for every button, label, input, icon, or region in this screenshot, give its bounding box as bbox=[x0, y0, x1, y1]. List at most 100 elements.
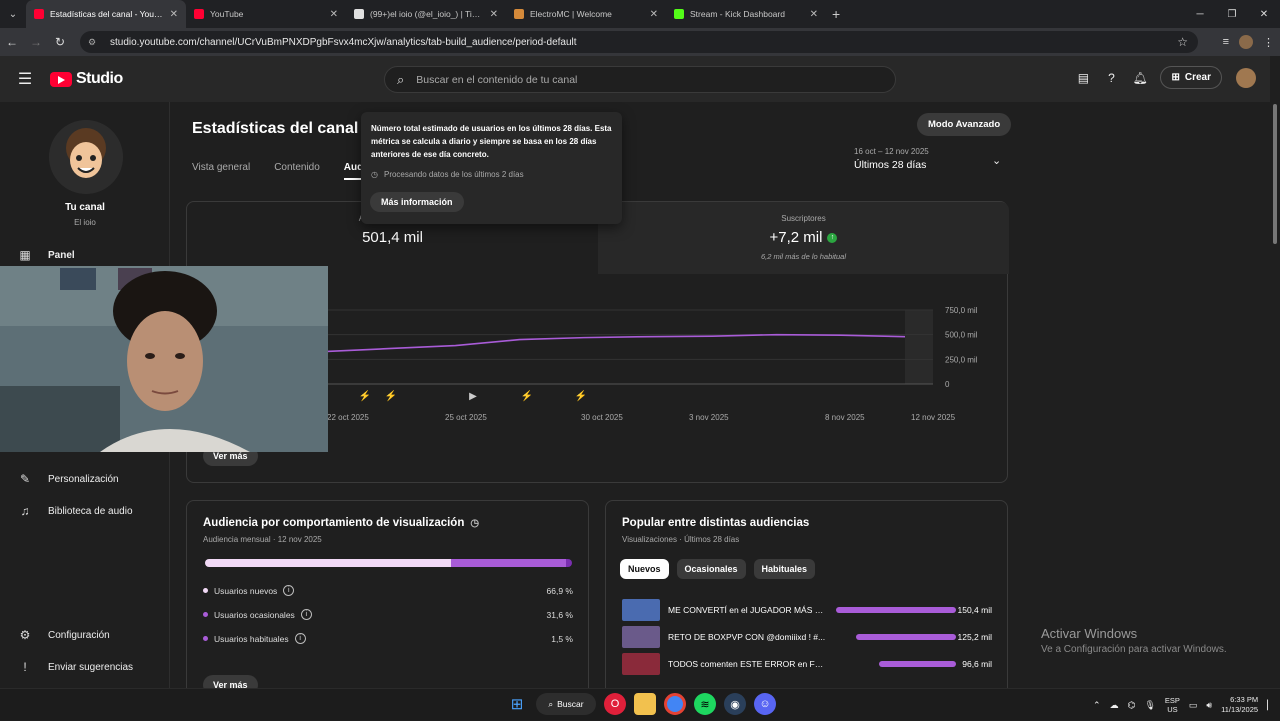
chevron-up-icon[interactable]: ⌃ bbox=[1093, 699, 1101, 710]
chrome-icon[interactable] bbox=[664, 693, 686, 715]
windows-activation-watermark: Activar Windows Ve a Configuración para … bbox=[1041, 626, 1227, 655]
y-tick-label: 250,0 mil bbox=[945, 355, 978, 364]
restore-icon[interactable]: ❐ bbox=[1227, 8, 1237, 20]
info-icon[interactable]: i bbox=[283, 585, 295, 596]
tooltip-status: ◷ Procesando datos de los últimos 2 días bbox=[371, 170, 612, 179]
microphone-icon[interactable]: 🎙︎ bbox=[1144, 699, 1156, 710]
period-selector[interactable]: 16 oct – 12 nov 2025 Últimos 28 días bbox=[854, 147, 929, 171]
reading-list-icon[interactable]: ≡ bbox=[1222, 36, 1229, 48]
profile-avatar[interactable] bbox=[1239, 35, 1253, 49]
network-icon[interactable]: ⌬ bbox=[1127, 699, 1136, 710]
short-marker-icon: ⚡ bbox=[359, 389, 371, 402]
tooltip-status-text: Procesando datos de los últimos 2 días bbox=[383, 170, 524, 179]
close-window-icon[interactable]: ✕ bbox=[1259, 8, 1269, 20]
taskbar-search[interactable]: ⌕ Buscar bbox=[536, 693, 596, 715]
steam-icon[interactable]: ◉ bbox=[724, 693, 746, 715]
video-bar-track bbox=[836, 607, 956, 613]
video-thumbnail bbox=[622, 653, 660, 675]
help-icon[interactable]: ? bbox=[1108, 70, 1115, 85]
popular-audiences-card: Popular entre distintas audiencias Visua… bbox=[605, 500, 1008, 700]
metric-subscribers[interactable]: Suscriptores +7,2 mil ↑ 6,2 mil más de l… bbox=[598, 202, 1009, 274]
account-avatar[interactable] bbox=[1236, 67, 1256, 88]
discord-icon[interactable]: ☺ bbox=[754, 693, 776, 715]
tab-overview[interactable]: Vista general bbox=[192, 162, 251, 173]
legend-pct: 66,9 % bbox=[546, 585, 573, 596]
metric-note: 6,2 mil más de lo habitual bbox=[760, 252, 847, 261]
opera-icon[interactable]: O bbox=[604, 693, 626, 715]
sidebar-item-audio-library[interactable]: ♫ Biblioteca de audio bbox=[18, 504, 133, 518]
studio-logo[interactable]: Studio bbox=[50, 70, 123, 88]
wand-icon: ✎ bbox=[19, 472, 31, 486]
info-icon[interactable]: i bbox=[300, 609, 312, 620]
scrollbar-thumb[interactable] bbox=[1273, 104, 1277, 244]
close-tab-icon[interactable]: ✕ bbox=[809, 8, 818, 20]
subtitles-icon[interactable]: ▤ bbox=[1077, 70, 1090, 85]
system-tray: ⌃ ☁ ⌬ 🎙︎ ESP US ▭ 🔊︎ 6:33 PM 11/13/2025 … bbox=[1093, 689, 1274, 721]
chip-habituales[interactable]: Habituales bbox=[753, 559, 816, 579]
more-info-button[interactable]: Más información bbox=[370, 192, 464, 212]
chip-ocasionales[interactable]: Ocasionales bbox=[676, 559, 746, 579]
page-scrollbar[interactable] bbox=[1270, 102, 1280, 688]
metric-value: 501,4 mil bbox=[362, 229, 423, 246]
search-icon[interactable]: ⌕ bbox=[397, 71, 405, 87]
forward-icon[interactable]: → bbox=[30, 35, 42, 49]
sidebar-item-settings[interactable]: ⚙ Configuración bbox=[18, 628, 110, 642]
clock-icon: ◷ bbox=[371, 170, 378, 179]
sidebar-item-panel[interactable]: ▦ Panel bbox=[18, 248, 74, 262]
spotify-icon[interactable]: ≋ bbox=[694, 693, 716, 715]
address-bar[interactable]: ⚙ studio.youtube.com/channel/UCrVuBmPNXD… bbox=[80, 31, 1198, 53]
taskbar-clock[interactable]: 6:33 PM 11/13/2025 bbox=[1221, 695, 1258, 715]
file-explorer-icon[interactable] bbox=[634, 693, 656, 715]
trend-up-icon: ↑ bbox=[827, 232, 838, 243]
menu-icon[interactable]: ☰ bbox=[17, 71, 33, 88]
url-text: studio.youtube.com/channel/UCrVuBmPNXDPg… bbox=[110, 36, 577, 48]
close-tab-icon[interactable]: ✕ bbox=[329, 8, 338, 20]
sidebar-item-label: Personalización bbox=[48, 473, 119, 485]
browser-tab-kick[interactable]: Stream - Kick Dashboard ✕ bbox=[666, 0, 826, 28]
browser-tab-studio[interactable]: Estadísticas del canal - YouTube Studio … bbox=[26, 0, 186, 28]
new-tab-icon[interactable]: + bbox=[832, 6, 841, 22]
video-row[interactable]: RETO DE BOXPVP CON @domiiixd ! #... 125,… bbox=[622, 626, 992, 648]
browser-tab-electromc[interactable]: ElectroMC | Welcome ✕ bbox=[506, 0, 666, 28]
info-icon[interactable]: i bbox=[294, 633, 306, 644]
search-input[interactable] bbox=[416, 73, 857, 86]
search-icon: ⌕ bbox=[548, 698, 554, 709]
browser-tab-youtube[interactable]: YouTube ✕ bbox=[186, 0, 346, 28]
more-menu-icon[interactable]: ⋮ bbox=[1263, 36, 1274, 49]
metric-value-wrap: +7,2 mil ↑ bbox=[770, 229, 838, 246]
sidebar-item-feedback[interactable]: ! Enviar sugerencias bbox=[18, 660, 133, 674]
display-icon[interactable]: ▭ bbox=[1188, 699, 1198, 710]
advanced-mode-button[interactable]: Modo Avanzado bbox=[917, 113, 1012, 136]
browser-tab-tiktok[interactable]: (99+)el ioio (@el_ioio_) | TikTok ✕ bbox=[346, 0, 506, 28]
windows-start-icon[interactable]: ⊞ bbox=[510, 696, 524, 713]
site-info-icon[interactable]: ⚙ bbox=[88, 36, 97, 47]
chip-nuevos[interactable]: Nuevos bbox=[620, 559, 669, 579]
cloud-sync-icon[interactable]: ☁ bbox=[1109, 699, 1119, 710]
card-subtitle: Visualizaciones · Últimos 28 días bbox=[622, 535, 740, 544]
video-row[interactable]: TODOS comenten ESTE ERROR en FUL... 96,6… bbox=[622, 653, 992, 675]
bookmark-star-icon[interactable]: ☆ bbox=[1177, 35, 1188, 49]
audio-library-icon: ♫ bbox=[20, 504, 30, 518]
card-title-text: Audiencia por comportamiento de visualiz… bbox=[203, 517, 465, 529]
clock-icon[interactable]: ◷ bbox=[470, 517, 480, 529]
sidebar-item-personalizacion[interactable]: ✎ Personalización bbox=[18, 472, 119, 486]
create-button[interactable]: ⊞ Crear bbox=[1160, 66, 1222, 89]
notification-center-icon[interactable]: ▏ bbox=[1267, 699, 1274, 710]
video-row[interactable]: ME CONVERTÍ en el JUGADOR MÁS RI... 150,… bbox=[622, 599, 992, 621]
tab-search-chevron-icon[interactable]: ⌄ bbox=[8, 8, 18, 20]
video-title: TODOS comenten ESTE ERROR en FUL... bbox=[668, 659, 826, 669]
back-icon[interactable]: ← bbox=[6, 35, 18, 49]
tooltip-text: Número total estimado de usuarios en los… bbox=[371, 124, 612, 159]
close-tab-icon[interactable]: ✕ bbox=[649, 8, 658, 20]
clock-date: 11/13/2025 bbox=[1221, 705, 1259, 714]
notifications-bell-icon[interactable]: 🔔︎ bbox=[1132, 70, 1148, 85]
reload-icon[interactable]: ↻ bbox=[54, 35, 66, 49]
close-tab-icon[interactable]: ✕ bbox=[169, 8, 178, 20]
close-tab-icon[interactable]: ✕ bbox=[489, 8, 498, 20]
channel-avatar[interactable] bbox=[49, 120, 123, 194]
volume-icon[interactable]: 🔊︎ bbox=[1206, 699, 1213, 710]
chevron-down-icon[interactable]: ⌄ bbox=[992, 155, 1002, 167]
minimize-icon[interactable]: ─ bbox=[1196, 8, 1204, 20]
language-indicator[interactable]: ESP US bbox=[1165, 696, 1180, 714]
tab-content[interactable]: Contenido bbox=[274, 162, 320, 173]
